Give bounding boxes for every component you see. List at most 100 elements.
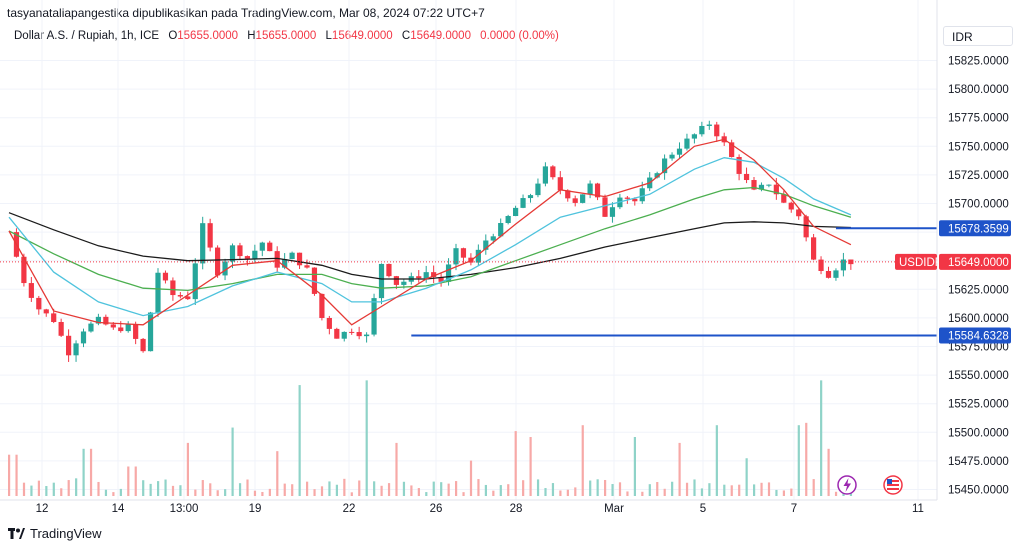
candle-body bbox=[66, 335, 72, 356]
volume-bar bbox=[231, 427, 234, 496]
volume-bar bbox=[469, 460, 473, 496]
volume-bar bbox=[60, 488, 63, 496]
volume-bar bbox=[291, 484, 294, 496]
price-tags: 15678.3599 15584.6328 USDIDR 15649.0000 bbox=[895, 220, 1011, 344]
horizontal-line-value: 15584.6328 bbox=[948, 330, 1009, 342]
volume-bar bbox=[186, 442, 189, 496]
volume-bar bbox=[566, 489, 569, 496]
candle-body bbox=[222, 261, 228, 276]
volume-bar bbox=[574, 487, 577, 496]
candle-body bbox=[587, 183, 593, 195]
volume-bar bbox=[387, 483, 391, 496]
volume-bar bbox=[134, 466, 137, 496]
volume-bar bbox=[142, 480, 145, 496]
volume-bar bbox=[767, 482, 771, 496]
candle-body bbox=[706, 124, 712, 126]
candle-body bbox=[423, 272, 429, 279]
candle-body bbox=[326, 317, 332, 329]
currency-selector[interactable]: IDR bbox=[943, 26, 1013, 46]
candle-body bbox=[58, 322, 64, 336]
change-value: 0.0000 (0.00%) bbox=[480, 30, 559, 42]
candle-body bbox=[110, 324, 116, 328]
low-value: 15649.0000 bbox=[331, 30, 393, 42]
candle-body bbox=[714, 124, 720, 137]
volume-bar bbox=[715, 425, 718, 496]
volume-bar bbox=[745, 458, 748, 496]
volume-bar bbox=[410, 485, 413, 496]
volume-bar bbox=[663, 488, 666, 496]
candle-body bbox=[632, 198, 638, 202]
volume-bar bbox=[678, 442, 681, 496]
candle-body bbox=[445, 264, 452, 282]
candle-body bbox=[185, 296, 191, 300]
candle-body bbox=[483, 240, 489, 250]
time-tick-label: 5 bbox=[700, 503, 706, 515]
candle-body bbox=[781, 194, 787, 203]
candle-body bbox=[438, 277, 444, 282]
brand: TradingView bbox=[8, 526, 102, 541]
low-label: L bbox=[325, 30, 332, 42]
candle-body bbox=[654, 173, 660, 178]
volume-bar bbox=[641, 491, 644, 496]
volume-bar bbox=[358, 480, 361, 496]
volume-bar bbox=[693, 479, 696, 496]
volume-bar bbox=[22, 482, 26, 496]
candle-body bbox=[393, 276, 399, 285]
candle-body bbox=[594, 183, 601, 198]
candle-body bbox=[133, 324, 139, 339]
horizontal-lines bbox=[0, 227, 937, 337]
volume-bar bbox=[589, 480, 592, 496]
candle-body bbox=[43, 309, 49, 314]
volume-bar bbox=[820, 380, 823, 496]
candle-body bbox=[401, 281, 407, 285]
volume-bar bbox=[343, 478, 346, 496]
time-tick-label: 13:00 bbox=[170, 503, 199, 515]
candle-body bbox=[505, 216, 511, 224]
price-tick-label: 15775.0000 bbox=[948, 113, 1009, 125]
price-tick-label: 15500.0000 bbox=[948, 427, 1009, 439]
candle-body bbox=[162, 272, 169, 281]
candle-body bbox=[155, 272, 161, 313]
time-axis: 12 14 13:00 19 22 26 28 Mar 5 7 11 bbox=[36, 503, 924, 515]
volume-bar bbox=[276, 451, 279, 496]
candle-body bbox=[609, 207, 616, 217]
volume-bar bbox=[805, 422, 808, 496]
volume-bar bbox=[551, 483, 555, 496]
volume-bar bbox=[775, 489, 778, 496]
volume-bar bbox=[224, 489, 227, 496]
candle-body bbox=[311, 267, 318, 294]
volume-bar bbox=[611, 484, 614, 496]
volume-bar bbox=[149, 483, 152, 496]
time-tick-label: 19 bbox=[249, 503, 262, 515]
candle-body bbox=[520, 198, 526, 208]
volume-bar bbox=[447, 483, 450, 496]
volume-bar bbox=[544, 488, 547, 496]
candle-body bbox=[28, 283, 34, 298]
volume-bar bbox=[626, 491, 629, 496]
volume-bar bbox=[157, 481, 160, 496]
volume-bar bbox=[797, 425, 800, 496]
time-tick-label: 28 bbox=[510, 503, 523, 515]
candle-body bbox=[684, 138, 690, 149]
volume-bars bbox=[8, 380, 853, 496]
close-value: 15649.0000 bbox=[410, 30, 471, 42]
candle-body bbox=[192, 263, 198, 300]
volume-bar bbox=[253, 490, 257, 496]
candle-body bbox=[140, 338, 146, 352]
candle-body bbox=[431, 272, 437, 278]
last-price-value: 15649.0000 bbox=[948, 257, 1009, 269]
volume-bar bbox=[604, 479, 607, 496]
us-flag-icon[interactable] bbox=[883, 475, 903, 495]
lightning-icon[interactable] bbox=[837, 475, 857, 495]
volume-bar bbox=[760, 482, 763, 496]
open-label: O bbox=[168, 30, 178, 42]
candle-body bbox=[602, 197, 608, 217]
candle-body bbox=[475, 249, 481, 263]
volume-bar bbox=[201, 480, 204, 496]
candle-body bbox=[95, 316, 101, 324]
candle-body bbox=[215, 247, 221, 276]
candle-body bbox=[758, 184, 765, 190]
open-value: 15655.0000 bbox=[177, 30, 239, 42]
candles bbox=[13, 120, 854, 362]
